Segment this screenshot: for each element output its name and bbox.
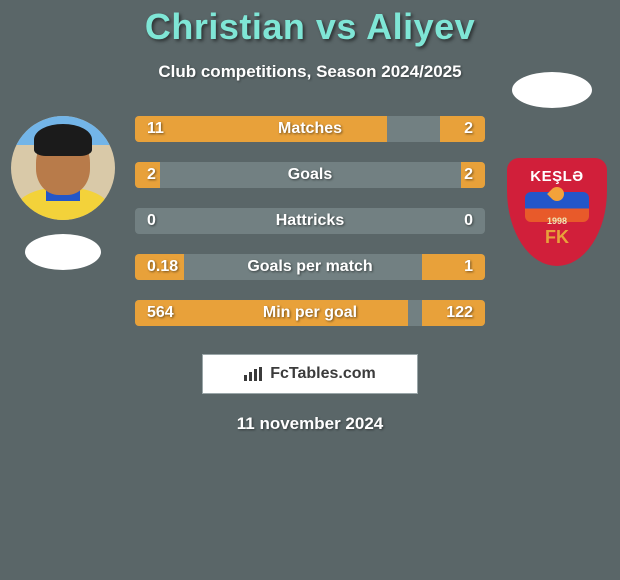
player-left-flag [25,234,101,270]
stat-label: Hattricks [135,212,485,230]
stat-label: Matches [135,120,485,138]
stat-label: Goals per match [135,258,485,276]
club-year: 1998 [507,216,607,226]
stat-row: 22Goals [135,162,485,188]
stat-label: Goals [135,166,485,184]
stat-row: 00Hattricks [135,208,485,234]
fctables-icon [244,367,264,381]
player-right-club-badge: KEŞLƏ 1998 FK [507,158,607,266]
comparison-card: Christian vs Aliyev Club competitions, S… [0,0,620,434]
stats-list: 112Matches 22Goals 00Hattricks 0.181Goals p… [135,116,485,326]
stat-row: 0.181Goals per match [135,254,485,280]
player-right-column: KEŞLƏ 1998 FK [502,116,612,266]
brand-box[interactable]: FcTables.com [202,354,418,394]
player-right-flag [512,72,592,108]
player-left-column [8,116,118,270]
stat-row: 564122Min per goal [135,300,485,326]
brand-label: FcTables.com [270,365,376,383]
stat-label: Min per goal [135,304,485,322]
snapshot-date: 11 november 2024 [0,414,620,434]
comparison-body: KEŞLƏ 1998 FK 112Matches 22Goals 00Hattric… [0,116,620,434]
club-name: KEŞLƏ [507,168,607,185]
club-sub: FK [507,227,607,248]
page-title: Christian vs Aliyev [0,6,620,48]
stat-row: 112Matches [135,116,485,142]
player-left-avatar [11,116,115,220]
